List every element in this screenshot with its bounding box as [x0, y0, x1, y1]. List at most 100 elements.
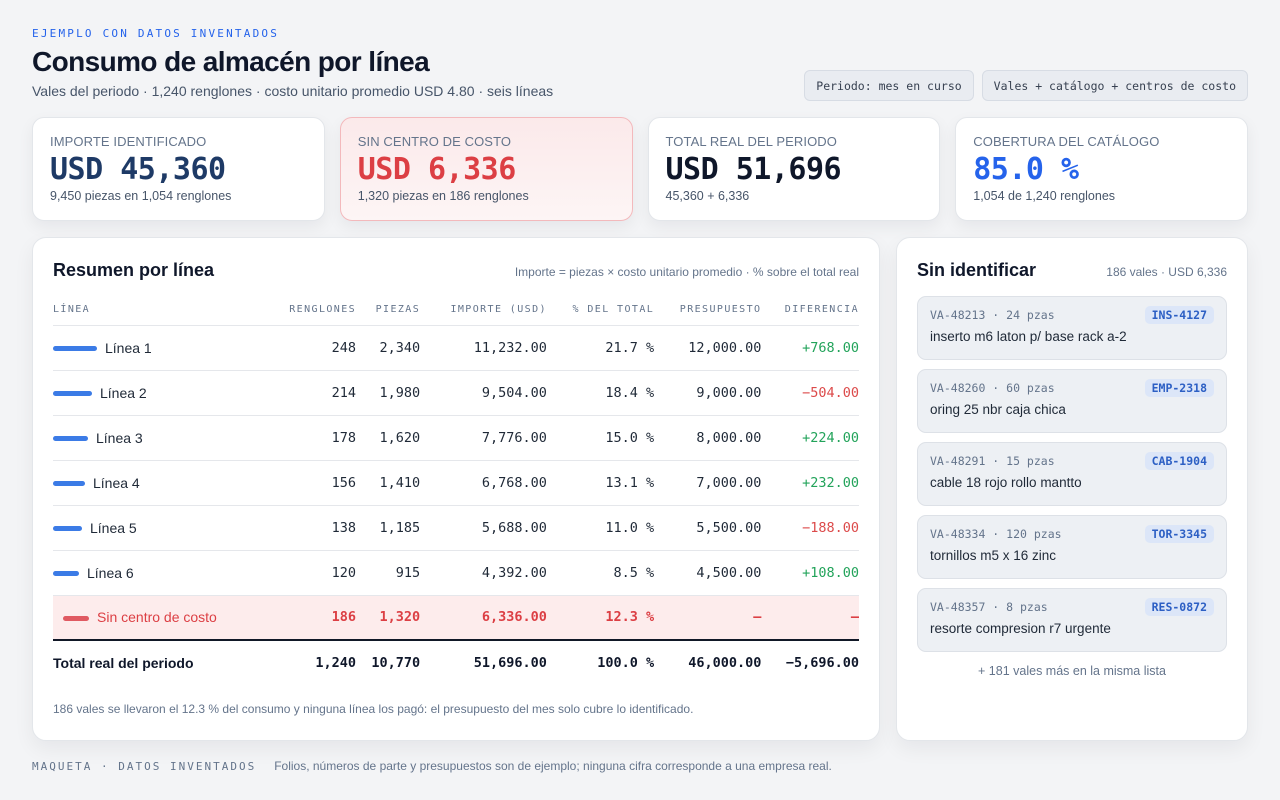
- part-number-badge: INS-4127: [1144, 306, 1214, 324]
- diferencia-cell: −188.00: [761, 505, 859, 551]
- line-name: Línea 1: [105, 339, 152, 356]
- diferencia-cell: +108.00: [761, 550, 859, 596]
- share-bar: [53, 346, 97, 352]
- share-bar: [53, 391, 92, 397]
- pct-cell: 18.4 %: [546, 370, 655, 416]
- column-header[interactable]: PIEZAS: [356, 295, 421, 326]
- summary-footnote: 186 vales se llevaron el 12.3 % del cons…: [53, 702, 694, 716]
- line-cell: Línea 6: [53, 550, 269, 596]
- kpi-value: 85.0 %: [973, 152, 1079, 187]
- unidentified-title: Sin identificar: [917, 260, 1037, 280]
- kpi-label: COBERTURA DEL CATÁLOGO: [973, 134, 1160, 149]
- line-cell: Sin centro de costo: [53, 595, 269, 641]
- footer: MAQUETA · DATOS INVENTADOS Folios, númer…: [32, 759, 832, 773]
- share-bar: [53, 571, 79, 577]
- pct-cell: 100.0 %: [597, 655, 655, 671]
- column-header[interactable]: DIFERENCIA: [761, 295, 859, 326]
- pct-cell: 8.5 %: [546, 550, 655, 596]
- unidentified-item[interactable]: VA-48213 · 24 pzas INS-4127 inserto m6 lat…: [917, 296, 1227, 360]
- part-number-badge: EMP-2318: [1144, 379, 1214, 397]
- line-name: Línea 2: [100, 384, 147, 401]
- table-row[interactable]: Línea 1 248 2,340 11,232.00 21.7 % 12,000.00 +…: [53, 325, 859, 371]
- unidentified-item[interactable]: VA-48334 · 120 pzas TOR-3345 tornillos m5 …: [917, 515, 1227, 579]
- renglones-cell: 248: [268, 325, 357, 371]
- sources-chip[interactable]: Vales + catálogo + centros de costo: [981, 70, 1248, 101]
- share-bar: [53, 526, 82, 532]
- column-header[interactable]: % DEL TOTAL: [546, 295, 655, 326]
- more-link[interactable]: + 181 vales más en la misma lista: [978, 664, 1166, 678]
- column-header[interactable]: RENGLONES: [268, 295, 357, 326]
- presupuesto-cell: 7,000.00: [654, 460, 762, 506]
- column-header[interactable]: IMPORTE (USD): [420, 295, 547, 326]
- line-cell: Línea 4: [53, 460, 269, 506]
- renglones-cell: 214: [268, 370, 357, 416]
- part-number-badge: CAB-1904: [1144, 452, 1214, 470]
- unidentified-item[interactable]: VA-48357 · 8 pzas RES-0872 resorte compres…: [917, 588, 1227, 652]
- presupuesto-cell: 5,500.00: [654, 505, 762, 551]
- page-title: Consumo de almacén por línea: [32, 46, 430, 77]
- piezas-cell: 10,770: [371, 655, 421, 671]
- column-header[interactable]: PRESUPUESTO: [654, 295, 762, 326]
- renglones-cell: 178: [268, 415, 357, 461]
- renglones-cell: 138: [268, 505, 357, 551]
- presupuesto-cell: —: [654, 595, 762, 641]
- piezas-cell: 1,980: [356, 370, 421, 416]
- summary-title: Resumen por línea: [53, 260, 215, 280]
- kpi-sub: 9,450 piezas en 1,054 renglones: [50, 189, 232, 203]
- table-row[interactable]: Línea 2 214 1,980 9,504.00 18.4 % 9,000.00 −50…: [53, 370, 859, 416]
- kpi-sub: 1,054 de 1,240 renglones: [973, 189, 1116, 203]
- importe-cell: 51,696.00: [473, 655, 547, 671]
- pct-cell: 21.7 %: [546, 325, 655, 371]
- kpi-card-unassigned: SIN CENTRO DE COSTO USD 6,336 1,320 piez…: [339, 117, 633, 221]
- unidentified-item[interactable]: VA-48291 · 15 pzas CAB-1904 cable 18 rojo …: [917, 442, 1227, 506]
- share-bar: [53, 481, 85, 487]
- diferencia-cell: −5,696.00: [785, 655, 859, 671]
- footer-tag: MAQUETA · DATOS INVENTADOS: [32, 759, 257, 773]
- filter-chips: Periodo: mes en curso Vales + catálogo +…: [804, 70, 1248, 101]
- table-row[interactable]: Línea 3 178 1,620 7,776.00 15.0 % 8,000.00 +22…: [53, 415, 859, 461]
- line-cell: Línea 2: [53, 370, 269, 416]
- diferencia-cell: +224.00: [761, 415, 859, 461]
- line-cell: Línea 1: [53, 325, 269, 371]
- summary-card: Resumen por línea Importe = piezas × cos…: [32, 237, 880, 741]
- diferencia-cell: −504.00: [761, 370, 859, 416]
- kpi-row: IMPORTE IDENTIFICADO USD 45,360 9,450 pi…: [32, 117, 1248, 221]
- voucher-meta: VA-48357 · 8 pzas: [930, 600, 1048, 614]
- page-subtitle: Vales del periodo · 1,240 renglones · co…: [32, 83, 554, 99]
- item-description: oring 25 nbr caja chica: [930, 402, 1066, 417]
- table-row[interactable]: Línea 5 138 1,185 5,688.00 11.0 % 5,500.00 −18…: [53, 505, 859, 551]
- pct-cell: 11.0 %: [546, 505, 655, 551]
- table-row-total: Total real del periodo 1,240 10,770 51,6…: [53, 640, 859, 685]
- presupuesto-cell: 12,000.00: [654, 325, 762, 371]
- unidentified-item[interactable]: VA-48260 · 60 pzas EMP-2318 oring 25 nbr c…: [917, 369, 1227, 433]
- unidentified-list: VA-48213 · 24 pzas INS-4127 inserto m6 lat…: [917, 296, 1227, 652]
- pct-cell: 13.1 %: [546, 460, 655, 506]
- item-description: cable 18 rojo rollo mantto: [930, 475, 1082, 490]
- line-cell: Línea 5: [53, 505, 269, 551]
- importe-cell: 4,392.00: [420, 550, 547, 596]
- voucher-meta: VA-48260 · 60 pzas: [930, 381, 1055, 395]
- voucher-meta: VA-48213 · 24 pzas: [930, 308, 1055, 322]
- kpi-label: TOTAL REAL DEL PERIODO: [665, 134, 837, 149]
- line-name: Sin centro de costo: [97, 609, 217, 626]
- kpi-card-coverage: COBERTURA DEL CATÁLOGO 85.0 % 1,054 de 1…: [955, 117, 1248, 221]
- table-row[interactable]: Línea 4 156 1,410 6,768.00 13.1 % 7,000.00 +23…: [53, 460, 859, 506]
- renglones-cell: 120: [268, 550, 357, 596]
- period-chip[interactable]: Periodo: mes en curso: [804, 70, 974, 101]
- voucher-meta: VA-48291 · 15 pzas: [930, 454, 1055, 468]
- presupuesto-cell: 46,000.00: [688, 655, 762, 671]
- table-row[interactable]: Línea 6 120 915 4,392.00 8.5 % 4,500.00 +108.0…: [53, 550, 859, 596]
- table-row-unassigned[interactable]: Sin centro de costo 186 1,320 6,336.00 1…: [53, 595, 859, 641]
- piezas-cell: 1,620: [356, 415, 421, 461]
- unidentified-card: Sin identificar 186 vales · USD 6,336 VA…: [896, 237, 1248, 741]
- kpi-sub: 45,360 + 6,336: [665, 189, 750, 203]
- eyebrow-label: EJEMPLO CON DATOS INVENTADOS: [32, 27, 280, 40]
- presupuesto-cell: 4,500.00: [654, 550, 762, 596]
- kpi-label: SIN CENTRO DE COSTO: [357, 134, 512, 149]
- unidentified-note: 186 vales · USD 6,336: [1106, 265, 1227, 279]
- line-name: Total real del periodo: [53, 655, 194, 671]
- line-name: Línea 5: [90, 519, 137, 536]
- kpi-value: USD 45,360: [50, 152, 226, 187]
- line-name: Línea 4: [93, 474, 140, 491]
- column-header[interactable]: LÍNEA: [53, 295, 269, 326]
